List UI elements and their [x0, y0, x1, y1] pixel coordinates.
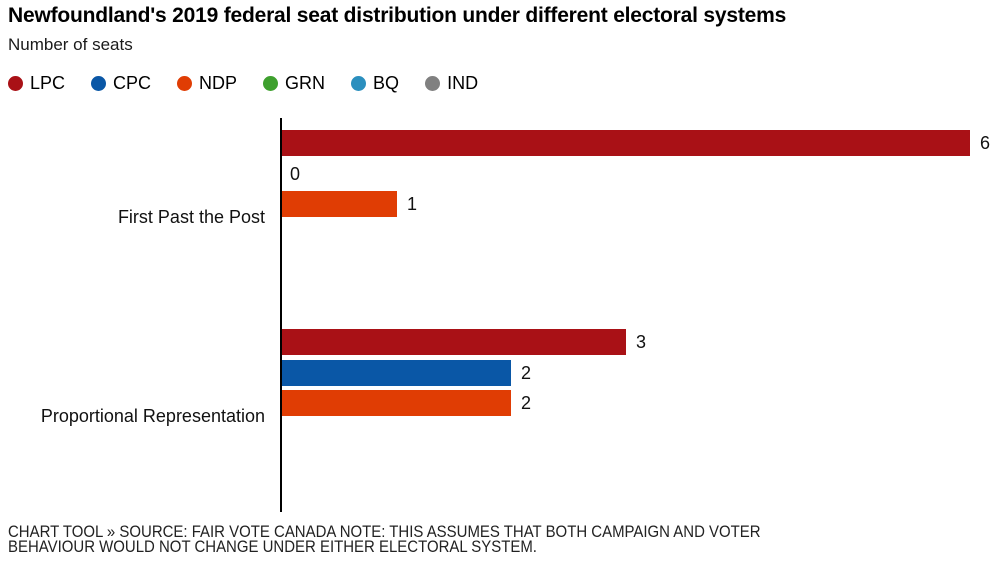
- legend-item-lpc: LPC: [8, 73, 65, 94]
- legend-item-ndp: NDP: [177, 73, 237, 94]
- legend-dot-grn-icon: [263, 76, 279, 91]
- source-note-line-2: BEHAVIOUR WOULD NOT CHANGE UNDER EITHER …: [8, 537, 537, 556]
- y-axis-line: [280, 118, 282, 512]
- legend: LPC CPC NDP GRN BQ IND: [8, 73, 504, 94]
- legend-dot-ind-icon: [425, 76, 441, 91]
- legend-item-cpc: CPC: [91, 73, 151, 94]
- legend-dot-ndp-icon: [177, 76, 193, 91]
- bar-lpc-proportional-representation: [282, 329, 626, 355]
- legend-item-bq: BQ: [351, 73, 399, 94]
- value-label-cpc-first-past-the-post: 0: [290, 164, 301, 184]
- bar-chart: 6 0 1 First Past the Post 3 2 2 Proportional Re…: [0, 118, 1000, 512]
- chart-subtitle: Number of seats: [8, 35, 133, 54]
- bar-ndp-first-past-the-post: [282, 191, 397, 217]
- value-label-ndp-proportional-representation: 2: [521, 393, 532, 413]
- legend-label-cpc: CPC: [113, 73, 152, 93]
- legend-item-ind: IND: [425, 73, 478, 94]
- value-label-ndp-first-past-the-post: 1: [407, 194, 418, 214]
- legend-label-ndp: NDP: [199, 73, 238, 93]
- legend-label-bq: BQ: [373, 73, 400, 93]
- legend-item-grn: GRN: [263, 73, 325, 94]
- legend-dot-bq-icon: [351, 76, 367, 91]
- category-label-proportional-representation: Proportional Representation: [40, 406, 265, 426]
- value-label-cpc-proportional-representation: 2: [521, 363, 532, 383]
- legend-label-grn: GRN: [285, 73, 326, 93]
- legend-dot-lpc-icon: [8, 76, 23, 91]
- value-label-lpc-first-past-the-post: 6: [980, 133, 991, 153]
- bar-ndp-proportional-representation: [282, 390, 511, 416]
- source-note: CHART TOOL » SOURCE: FAIR VOTE CANADA NO…: [8, 522, 761, 556]
- legend-label-lpc: LPC: [30, 73, 66, 93]
- source-note-line-1: CHART TOOL » SOURCE: FAIR VOTE CANADA NO…: [8, 522, 761, 541]
- category-label-first-past-the-post: First Past the Post: [117, 207, 265, 227]
- legend-label-ind: IND: [447, 73, 479, 93]
- bar-lpc-first-past-the-post: [282, 130, 970, 156]
- bar-cpc-proportional-representation: [282, 360, 511, 386]
- legend-dot-cpc-icon: [91, 76, 107, 91]
- value-label-lpc-proportional-representation: 3: [636, 332, 647, 352]
- chart-title: Newfoundland's 2019 federal seat distrib…: [8, 4, 787, 27]
